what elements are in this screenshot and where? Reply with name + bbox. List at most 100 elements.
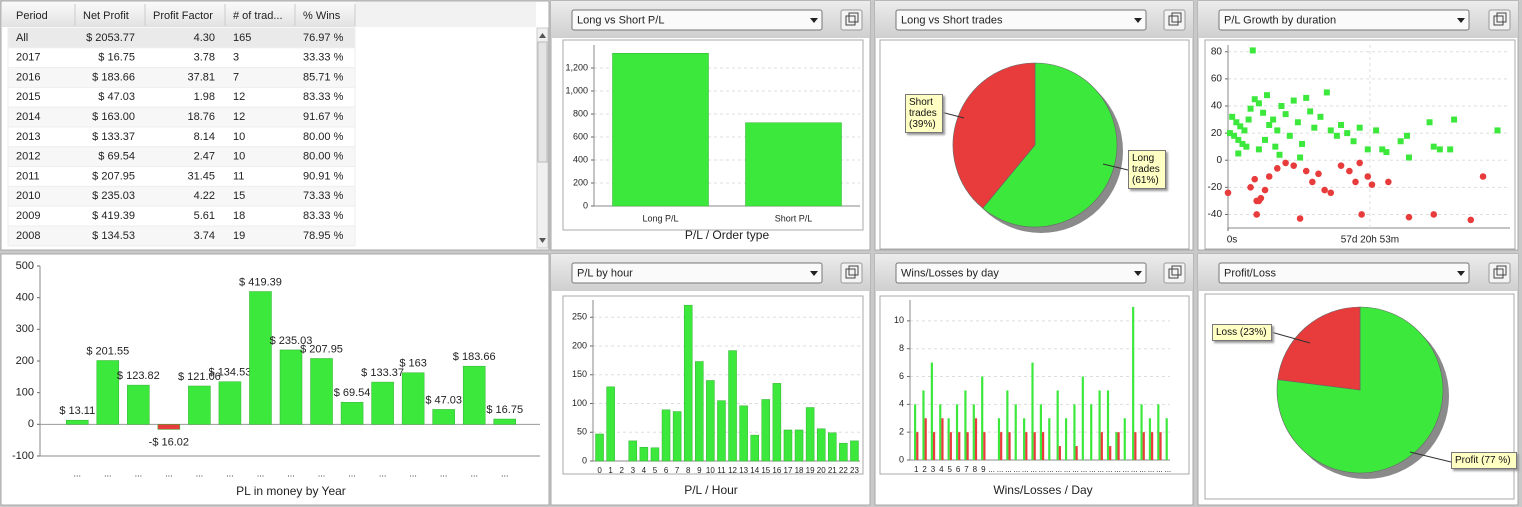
point [1338,121,1345,128]
point [1397,138,1404,145]
x-tick-label: 3 [931,465,936,474]
y-tick-label: 250 [572,312,587,322]
bar [974,418,978,460]
point [1237,123,1244,130]
table-cell: $ 69.54 [98,151,135,163]
table-cell: 2.47 [194,151,215,163]
bar [1056,390,1059,460]
bar [805,407,815,462]
table-cell: 1.98 [194,91,215,103]
value-label: $ 133.37 [361,367,404,379]
point [1350,138,1357,145]
x-tick-label: 0s [1227,235,1238,246]
point [1276,151,1283,158]
bar [947,418,950,460]
value-label: $ 207.95 [300,343,343,355]
bar [249,291,272,425]
x-tick-label: ... [997,465,1004,474]
y-tick-label: 0 [583,200,588,210]
table-cell: 165 [233,32,251,44]
y-tick-label: 50 [577,427,587,437]
maximize-icon [1496,12,1507,23]
column-header: Net Profit [83,10,129,22]
bar [1006,390,1009,460]
y-tick-label: 800 [573,108,588,118]
bar [1109,446,1112,460]
x-tick-label: ... [1097,465,1104,474]
maximize-icon [1171,265,1182,276]
point [1317,113,1324,120]
point [1404,132,1411,139]
point [1426,119,1433,126]
point [1251,175,1259,183]
maximize-icon [845,268,856,279]
table-cell: 19 [233,230,245,242]
x-tick-label: 57d 20h 53m [1341,235,1399,246]
bar [966,432,969,460]
value-label: $ 419.39 [239,276,282,288]
chart-selector-label: Wins/Losses by day [901,267,999,279]
scroll-up[interactable] [539,33,546,38]
table-cell: 2015 [16,91,40,103]
x-tick-label: 9 [981,465,986,474]
scroll-down[interactable] [539,238,546,243]
chart-selector[interactable] [571,262,823,284]
table-cell: 2016 [16,71,40,83]
callout-leader [1102,163,1129,171]
table-cell: 85.71 % [303,71,344,83]
bar [783,429,793,462]
bar [939,404,942,460]
table-cell: All [16,32,28,44]
x-tick-label: 9 [697,466,702,475]
y-tick-label: 40 [1211,101,1223,112]
point [1494,127,1501,134]
y-tick-label: 10 [894,315,904,325]
table-cell: 4.22 [194,190,215,202]
bar [1000,432,1003,460]
x-tick-label: ... [165,468,173,478]
point [1247,105,1254,112]
point [1297,154,1304,161]
bar [1042,432,1045,460]
value-label: $ 13.11 [59,405,95,417]
chart-selector[interactable] [571,9,823,31]
y-tick-label: 0 [28,418,34,430]
table-cell: 31.45 [187,170,215,182]
point [1235,150,1242,157]
point [1323,89,1330,96]
point [1430,143,1437,150]
x-tick-label: 11 [717,466,726,475]
point [1309,178,1316,186]
x-tick-label: ... [226,468,234,478]
y-tick-label: 400 [16,292,34,304]
x-axis-title: P/L / Hour [684,483,738,497]
y-tick-label: -40 [1208,209,1223,220]
column-header: % Wins [303,10,341,22]
panel [0,253,550,506]
value-label: $ 121.06 [178,371,221,383]
chart-selector[interactable] [1218,9,1470,31]
bar [932,432,936,460]
bar [997,418,1001,460]
point [1373,127,1380,134]
point [1315,170,1322,178]
value-label: $ 183.66 [453,351,496,363]
x-tick-label: ... [988,465,995,474]
point [1307,108,1314,115]
bar [1048,418,1051,460]
y-tick-label: 80 [1211,46,1223,57]
x-tick-label: 21 [828,466,837,475]
x-tick-label: ... [104,468,112,478]
x-tick-label: 4 [939,465,944,474]
chart-selector[interactable] [1218,262,1470,284]
bar [1140,404,1143,460]
chart-selector[interactable] [895,262,1147,284]
scrollbar-thumb[interactable] [537,41,548,163]
chart-selector[interactable] [895,9,1147,31]
y-tick-label: -20 [1208,182,1223,193]
x-tick-label: 12 [728,466,737,475]
table-cell: 90.91 % [303,170,344,182]
table-cell: $ 207.95 [92,170,135,182]
chart-selector-label: Profit/Loss [1224,267,1276,279]
x-tick-label: 20 [817,466,826,475]
